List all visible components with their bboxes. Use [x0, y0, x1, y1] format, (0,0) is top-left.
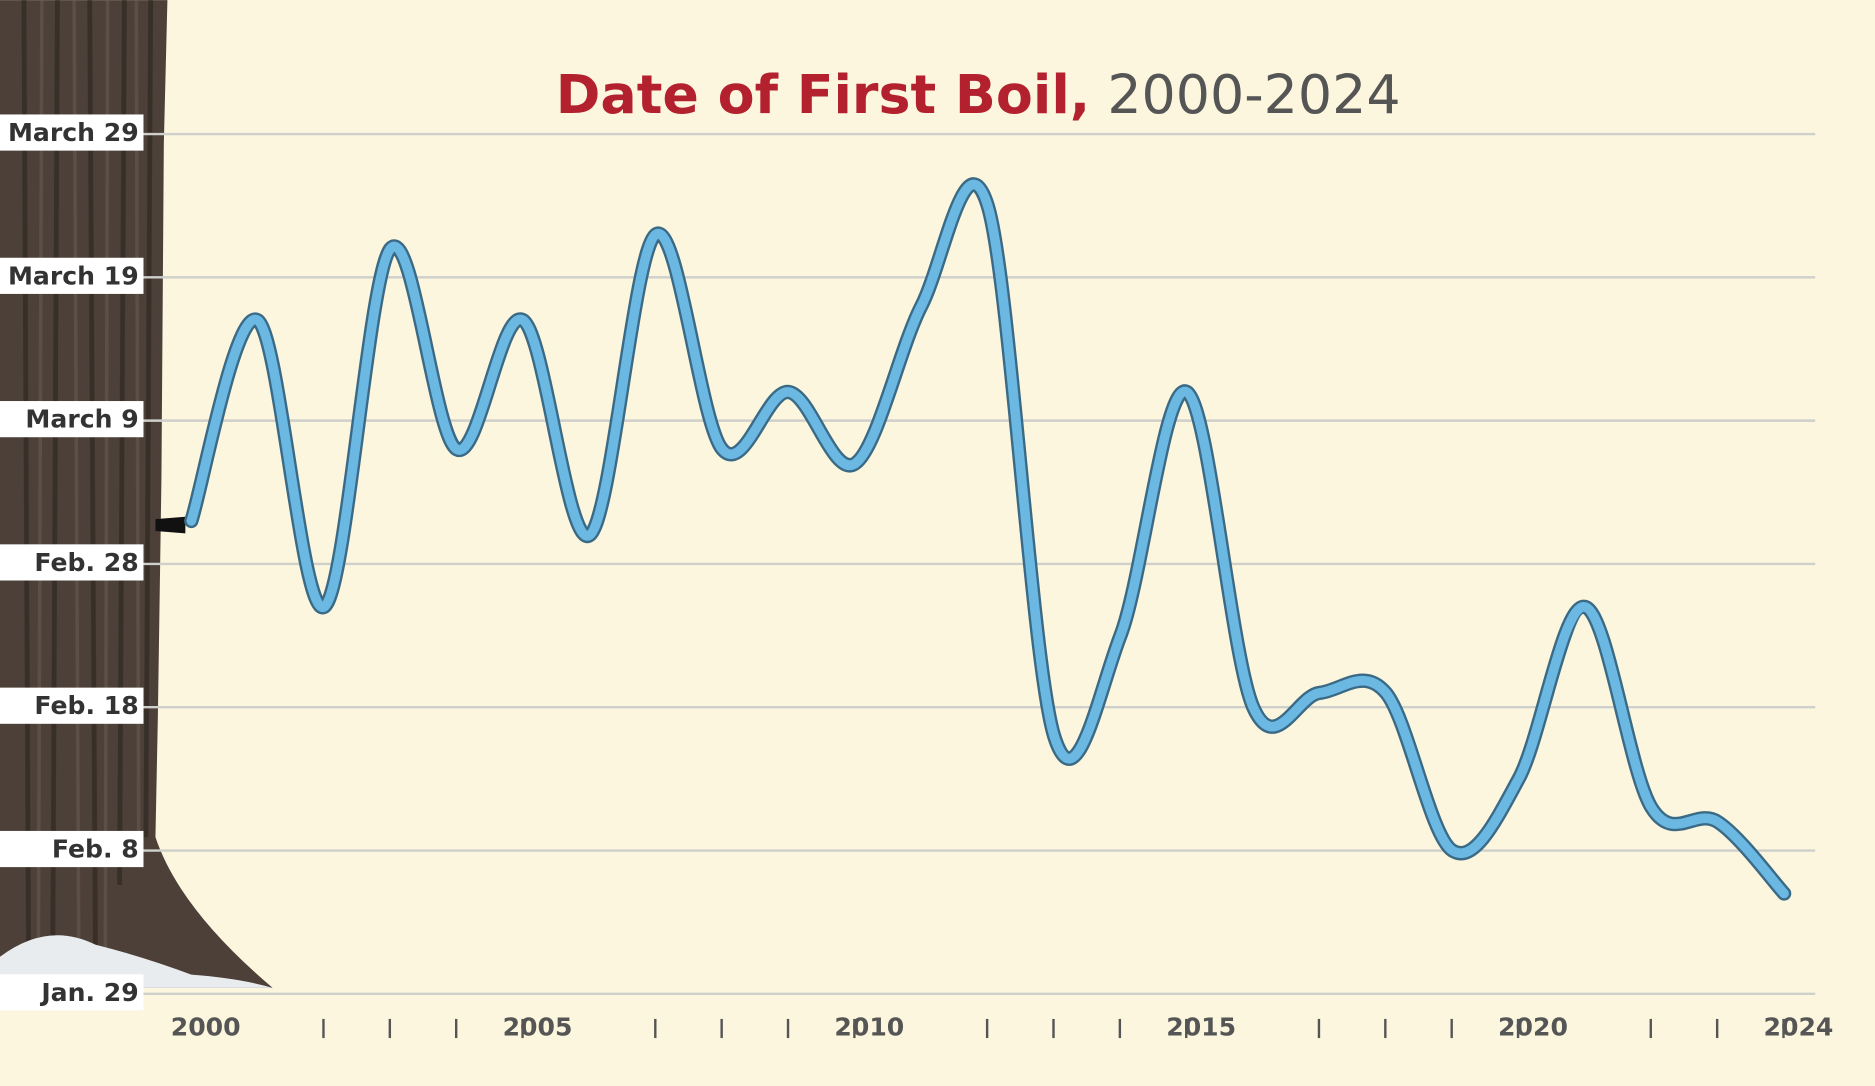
title-sub: 2000-2024 [1107, 63, 1400, 126]
line [186, 179, 1789, 899]
x-tick-label: 2000 [171, 1012, 241, 1041]
plot [184, 177, 1792, 901]
x-tick-label: 2010 [834, 1012, 904, 1041]
x-tick-label: 2024 [1764, 1012, 1834, 1041]
title-main: Date of First Boil, [556, 63, 1090, 126]
y-tick-label-box [0, 974, 144, 1011]
y-tick-label: March 29 [8, 118, 139, 147]
x-tick-label: 2005 [503, 1012, 573, 1041]
y-tick-label: Feb. 28 [34, 548, 138, 577]
y-tick-label: Jan. 29 [39, 978, 138, 1007]
y-tick-label-box [0, 257, 144, 294]
y-tick-label-box [0, 687, 144, 724]
y-tick-label-box [0, 544, 144, 581]
y-tick-label: March 19 [8, 261, 139, 290]
grid: Jan. 29 Feb. 8 Feb. 18 Feb. 28 March 9 March … [0, 114, 1833, 1041]
y-tick-label-box [0, 830, 144, 868]
x-tick-label: 2015 [1166, 1012, 1236, 1041]
y-tick-label: Feb. 18 [34, 691, 138, 720]
y-tick-label: March 9 [25, 405, 138, 434]
y-tick-label-box [0, 114, 144, 151]
y-tick-label-box [0, 401, 144, 438]
x-tick-label: 2020 [1498, 1012, 1568, 1041]
y-tick-label: Feb. 8 [52, 835, 139, 864]
tree-trunk [0, 0, 273, 988]
title: Date of First Boil, 2000-2024 [556, 63, 1401, 126]
